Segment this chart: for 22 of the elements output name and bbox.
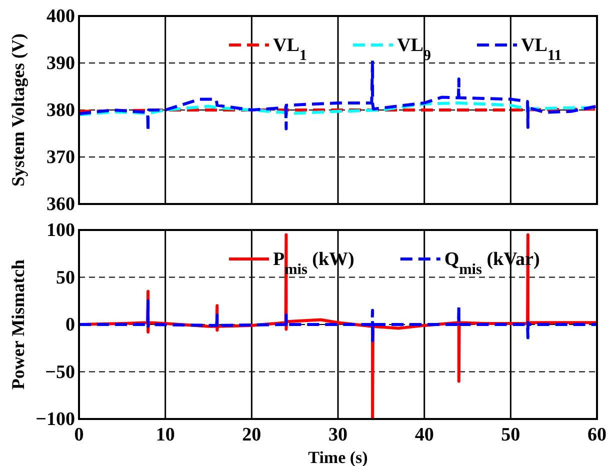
y-tick-label: 50 (56, 267, 75, 288)
x-tick-label: 40 (414, 424, 434, 446)
y-axis-title: System Voltages (V) (8, 34, 28, 186)
x-tick-label: 10 (156, 424, 175, 446)
x-tick-label: 60 (588, 424, 606, 446)
x-tick-label: 30 (328, 424, 348, 446)
y-tick-label: 380 (46, 100, 75, 122)
y-tick-label: 0 (66, 314, 75, 336)
y-tick-label: 100 (46, 220, 75, 242)
line-series (79, 59, 597, 133)
legend-label: VL$_{1}$ (273, 35, 307, 64)
y-tick-label: −100 (36, 409, 75, 430)
x-tick-label: 50 (501, 424, 520, 446)
x-tick-label: 20 (242, 424, 262, 446)
line-series (79, 299, 597, 342)
y-tick-label: 360 (46, 194, 75, 216)
legend-label: VL$_{11}$ (521, 35, 562, 64)
y-axis-title: Power Mismatch (8, 259, 28, 390)
y-tick-label: 390 (46, 53, 75, 74)
y-tick-label: −50 (45, 362, 75, 383)
y-tick-label: 370 (46, 147, 75, 168)
y-tick-label: 400 (46, 6, 75, 28)
